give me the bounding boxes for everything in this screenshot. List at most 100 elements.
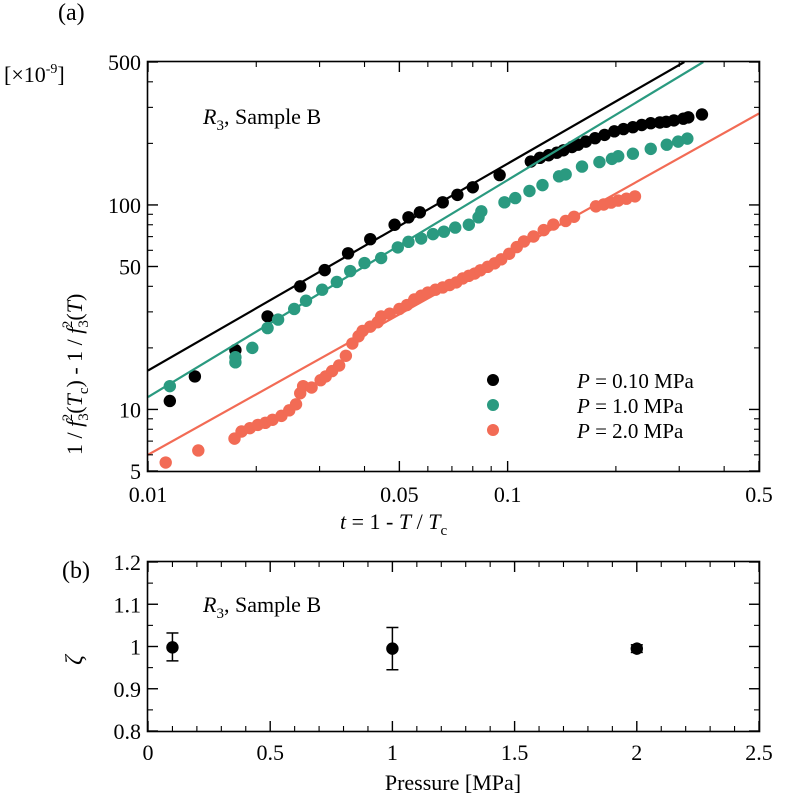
data-point — [364, 232, 377, 246]
data-point — [575, 160, 589, 173]
x-tick-label: 1 — [387, 740, 398, 765]
data-point — [330, 275, 344, 289]
data-point — [163, 394, 177, 408]
data-point — [341, 247, 355, 260]
data-point — [288, 302, 301, 316]
legend-marker-1 — [487, 399, 499, 411]
y-tick-label: 0.9 — [114, 677, 142, 702]
data-point — [305, 381, 318, 394]
data-point — [388, 218, 401, 231]
legend-label-0: P = 0.10 MPa — [576, 369, 695, 393]
data-point — [188, 370, 202, 383]
data-point — [358, 256, 371, 270]
data-point — [386, 642, 399, 655]
annotation-b: R3, Sample B — [202, 592, 321, 622]
data-point — [660, 138, 673, 151]
data-point — [294, 280, 307, 293]
plot-frame-b — [146, 560, 761, 733]
plot-frame-a — [146, 60, 761, 473]
y-tick-label: 1.2 — [114, 550, 142, 575]
data-point — [246, 341, 259, 355]
x-tick-label: 0.05 — [380, 482, 419, 507]
legend: P = 0.10 MPa P = 1.0 MPa P = 2.0 MPa — [487, 369, 695, 443]
x-tick-label: 0.01 — [129, 482, 168, 507]
data-point — [414, 232, 428, 245]
x-axis-label-a: t = 1 - T / Tc — [340, 509, 447, 539]
point-group-0 — [166, 632, 179, 662]
data-point — [315, 283, 329, 296]
fit-line-1 — [148, 62, 704, 398]
point-group-2 — [630, 642, 643, 655]
data-point — [628, 190, 642, 203]
data-point — [451, 188, 464, 202]
data-point — [413, 206, 427, 219]
data-point — [261, 321, 274, 335]
panel-a: (a) [×10-9] 0.01 0.05 0.1 0.5 5 10 50 100 500 R3… — [4, 0, 773, 539]
data-point — [289, 398, 303, 411]
data-point — [391, 241, 405, 254]
x-tick-label: 2 — [631, 740, 642, 765]
data-point — [374, 251, 388, 265]
data-point — [612, 150, 625, 163]
data-point — [498, 196, 511, 209]
x-tick-label: 1.5 — [501, 740, 529, 765]
data-point — [537, 223, 550, 237]
data-point — [598, 128, 611, 142]
legend-marker-0 — [487, 374, 499, 386]
x-tick-label: 0.5 — [256, 740, 284, 765]
ticks-layer-b: 0 0.5 1 1.5 2 2.5 0.8 0.9 1 1.1 1.2 — [114, 550, 773, 765]
legend-marker-2 — [487, 424, 499, 436]
y-axis-label-a: 1 / f32(Tc) - 1 / f32(T) — [60, 294, 92, 455]
y-tick-label: 0.8 — [114, 719, 142, 744]
y-axis-label-b: ζ — [62, 653, 88, 665]
ticks-layer-a: 0.01 0.05 0.1 0.5 5 10 50 100 500 — [108, 50, 773, 507]
data-point — [166, 641, 179, 654]
data-point — [436, 196, 449, 209]
x-axis-label-b: Pressure [MPa] — [385, 770, 521, 795]
data-point — [644, 117, 657, 130]
y-tick-label: 1 — [130, 635, 141, 660]
data-point — [475, 205, 488, 218]
data-point — [617, 122, 630, 136]
data-point — [593, 155, 606, 169]
data-point — [462, 218, 476, 231]
data-point — [547, 218, 560, 231]
x-tick-label: 0.1 — [494, 482, 522, 507]
data-point — [383, 307, 396, 320]
data-point — [192, 444, 205, 457]
y-tick-label: 100 — [108, 193, 141, 218]
data-point — [261, 310, 274, 323]
data-point — [159, 456, 172, 469]
data-point — [517, 235, 531, 248]
data-point — [626, 147, 640, 160]
series-2 — [148, 112, 759, 469]
annotation-a: R3, Sample B — [202, 104, 321, 134]
series-layer — [148, 62, 759, 469]
y-tick-label: 50 — [119, 255, 141, 280]
data-point — [493, 168, 506, 182]
series-0 — [148, 62, 709, 408]
point-group-1 — [386, 626, 399, 671]
data-point — [536, 178, 549, 192]
data-point — [271, 313, 285, 326]
data-point — [339, 349, 353, 362]
legend-label-1: P = 1.0 MPa — [576, 394, 684, 418]
data-point — [163, 379, 177, 393]
data-point — [332, 359, 346, 372]
data-point — [682, 111, 695, 124]
data-point — [588, 132, 602, 145]
y-tick-label: 10 — [119, 397, 141, 422]
y-multiplier: [×10-9] — [4, 62, 65, 87]
legend-label-2: P = 2.0 MPa — [576, 419, 684, 443]
data-point — [667, 114, 681, 127]
panel-a-label: (a) — [58, 0, 85, 26]
data-point — [630, 642, 643, 655]
y-tick-label: 5 — [130, 459, 141, 484]
data-point — [229, 351, 242, 364]
data-point — [466, 181, 479, 194]
data-point — [567, 210, 581, 223]
x-tick-label: 0.5 — [745, 482, 773, 507]
data-point — [559, 168, 572, 181]
data-point — [509, 191, 522, 205]
